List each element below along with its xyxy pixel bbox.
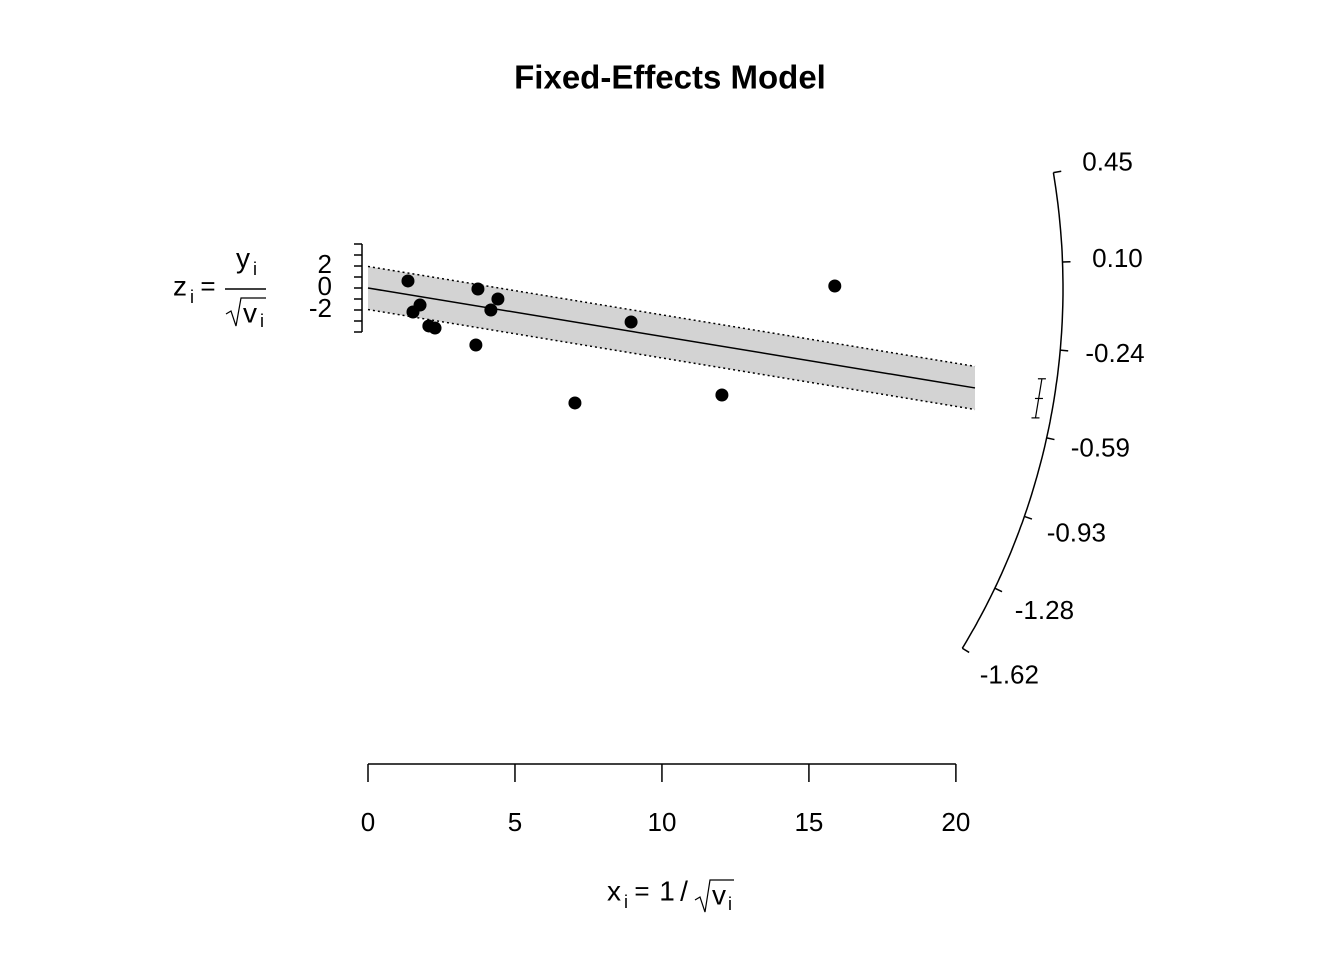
x-tick-label: 5 [508,807,522,837]
x-tick-label: 10 [647,807,676,837]
point [491,293,504,306]
point [429,322,442,335]
point [401,274,414,287]
y-label: v [243,297,257,328]
arc-tick [995,588,1002,591]
point [469,338,482,351]
y-label: i [190,287,194,307]
arc-tick-label: -0.24 [1085,338,1144,368]
y-tick-label: 2 [318,249,332,279]
arc-tick [1024,516,1032,519]
y-label: = [200,271,215,301]
x-label: x [607,875,621,906]
arc-tick [962,648,969,652]
point [568,396,581,409]
fit-line [368,288,975,388]
arc-axis [962,173,1063,649]
arc-tick-label: -0.59 [1071,433,1130,463]
y-label: z [173,270,187,301]
arc-tick-label: -1.28 [1015,595,1074,625]
x-tick-label: 15 [794,807,823,837]
arc-tick [1047,438,1055,440]
point [484,304,497,317]
point [414,299,427,312]
x-label: = [634,876,649,906]
point [471,282,484,295]
y-label: y [236,242,250,273]
point [625,315,638,328]
point [715,389,728,402]
y-label: i [253,259,257,279]
arc-tick-label: -0.93 [1047,517,1106,547]
arc-tick-label: 0.45 [1082,146,1133,176]
arc-tick-label: -1.62 [980,660,1039,690]
x-label: v [712,879,726,910]
x-label: i [624,892,628,912]
x-label: 1 [659,875,675,906]
arc-tick [1060,350,1068,351]
arc-tick-label: 0.10 [1092,243,1143,273]
x-tick-label: 20 [941,807,970,837]
chart-title: Fixed-Effects Model [514,59,826,96]
point [828,280,841,293]
x-label: / [680,875,688,906]
x-tick-label: 0 [361,807,375,837]
y-label: i [260,311,264,331]
x-label: i [728,894,732,914]
arc-tick [1053,171,1061,172]
